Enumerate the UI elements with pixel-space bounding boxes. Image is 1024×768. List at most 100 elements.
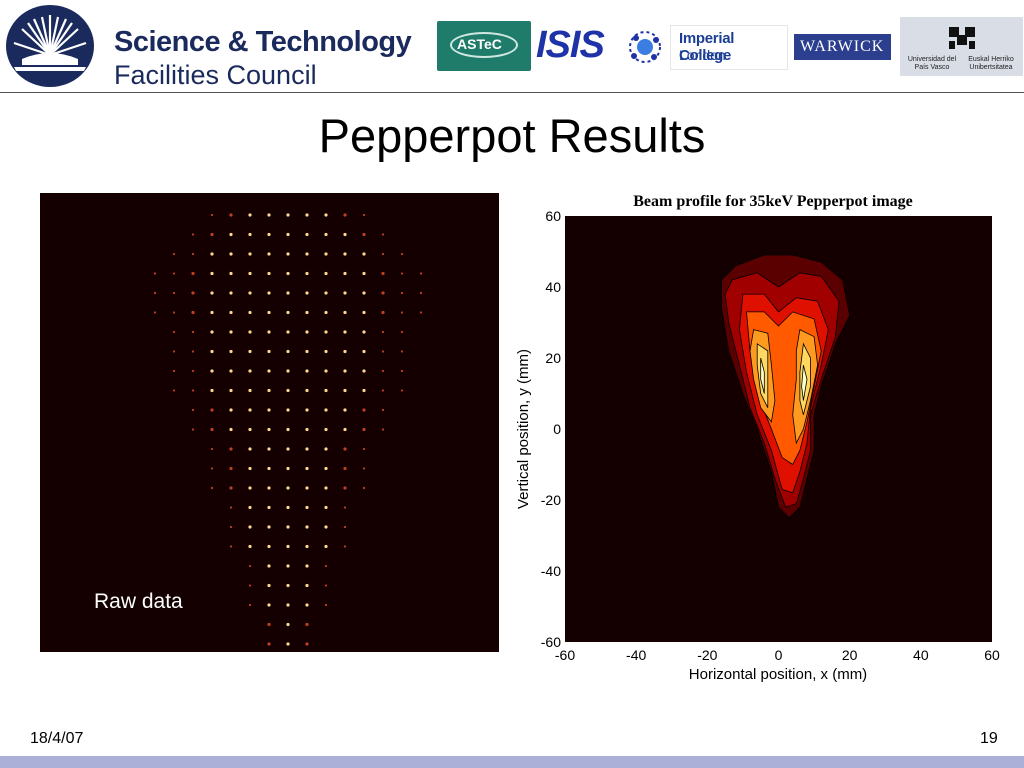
- raw-dot: [229, 408, 233, 412]
- raw-dot: [172, 272, 176, 275]
- raw-dot: [343, 369, 347, 373]
- upv-emblem-icon: [949, 27, 975, 49]
- raw-dot: [229, 466, 233, 471]
- raw-dot: [210, 330, 214, 334]
- imperial-college-logo: Imperial College London: [670, 25, 788, 70]
- raw-dot: [286, 291, 290, 295]
- raw-dot: [286, 505, 290, 510]
- upv-logo: Universidad del País Vasco Euskal Herrik…: [900, 17, 1023, 76]
- raw-dot: [248, 252, 252, 256]
- raw-dot: [267, 349, 271, 354]
- raw-dot: [267, 544, 271, 549]
- warwick-logo: WARWICK: [794, 34, 891, 60]
- raw-dot: [229, 486, 233, 490]
- raw-dot: [343, 330, 347, 334]
- raw-dot: [248, 349, 252, 354]
- raw-dot: [229, 427, 233, 432]
- raw-data-image: [40, 193, 499, 652]
- raw-dot: [286, 330, 290, 334]
- raw-dot: [267, 525, 271, 529]
- contour-level-7-9: [801, 365, 808, 401]
- raw-dot: [343, 271, 347, 276]
- raw-dot: [362, 310, 366, 315]
- raw-dot: [210, 349, 214, 354]
- raw-dot: [400, 291, 404, 295]
- raw-dot: [248, 408, 252, 412]
- raw-dot: [248, 525, 252, 529]
- raw-dot: [305, 603, 309, 607]
- raw-dot: [210, 232, 214, 237]
- raw-dot: [172, 369, 176, 373]
- raw-dot: [381, 428, 385, 431]
- y-tick-label: 20: [545, 350, 561, 366]
- raw-dot: [381, 350, 385, 353]
- y-tick-label: 0: [553, 421, 561, 437]
- raw-dot: [286, 486, 290, 490]
- raw-dot: [381, 252, 385, 256]
- x-axis-ticks: -60 -40 -20 0 20 40 60: [555, 647, 1000, 663]
- imperial-line1: Imperial College: [679, 30, 735, 64]
- raw-dot: [229, 369, 233, 373]
- raw-dot: [248, 564, 252, 568]
- raw-dot: [267, 252, 271, 256]
- raw-dot: [210, 447, 214, 451]
- raw-dot: [172, 350, 176, 353]
- raw-dot: [286, 603, 290, 607]
- raw-dot: [324, 466, 328, 471]
- raw-dot: [419, 272, 423, 275]
- raw-dot: [305, 427, 309, 432]
- raw-dot: [286, 525, 290, 529]
- raw-dot: [305, 564, 309, 568]
- raw-dot: [210, 310, 214, 315]
- raw-dot: [419, 311, 423, 314]
- raw-dot: [362, 369, 366, 373]
- y-tick-label: -20: [541, 492, 561, 508]
- raw-dot: [305, 388, 309, 393]
- raw-dot: [248, 388, 252, 393]
- raw-dot: [229, 447, 233, 451]
- raw-dot: [324, 564, 328, 568]
- raw-dot: [343, 349, 347, 354]
- raw-dot: [229, 545, 233, 548]
- raw-dot: [362, 408, 366, 412]
- raw-dot: [324, 505, 328, 510]
- raw-dot: [267, 388, 271, 393]
- raw-dot: [343, 486, 347, 490]
- raw-dot: [324, 330, 328, 334]
- raw-dot: [362, 330, 366, 334]
- raw-dot: [267, 622, 271, 627]
- raw-dot: [343, 525, 347, 529]
- raw-dot: [324, 369, 328, 373]
- raw-dot: [191, 271, 195, 276]
- raw-dot: [267, 427, 271, 432]
- raw-dot: [305, 291, 309, 295]
- raw-dot: [248, 505, 252, 510]
- raw-dot: [248, 213, 252, 217]
- raw-dot: [210, 486, 214, 490]
- raw-dot: [400, 272, 404, 275]
- raw-dot: [286, 544, 290, 549]
- raw-dot: [267, 603, 271, 607]
- y-tick-label: 40: [545, 279, 561, 295]
- raw-dot: [229, 506, 233, 509]
- raw-dot: [191, 252, 195, 256]
- raw-dot: [324, 213, 328, 217]
- x-tick-label: -60: [555, 647, 575, 663]
- raw-dot: [419, 291, 423, 295]
- raw-dot: [305, 252, 309, 256]
- raw-dot: [248, 427, 252, 432]
- raw-dot: [381, 408, 385, 412]
- raw-dot: [286, 369, 290, 373]
- raw-dot: [229, 271, 233, 276]
- raw-dot: [267, 310, 271, 315]
- raw-dot: [267, 330, 271, 334]
- raw-dot: [286, 447, 290, 451]
- raw-dot: [343, 506, 347, 509]
- raw-dot: [343, 232, 347, 237]
- raw-dot: [248, 486, 252, 490]
- raw-dot: [305, 642, 309, 646]
- raw-dot: [172, 389, 176, 392]
- raw-dot: [248, 310, 252, 315]
- raw-dot: [248, 369, 252, 373]
- raw-dot: [267, 583, 271, 588]
